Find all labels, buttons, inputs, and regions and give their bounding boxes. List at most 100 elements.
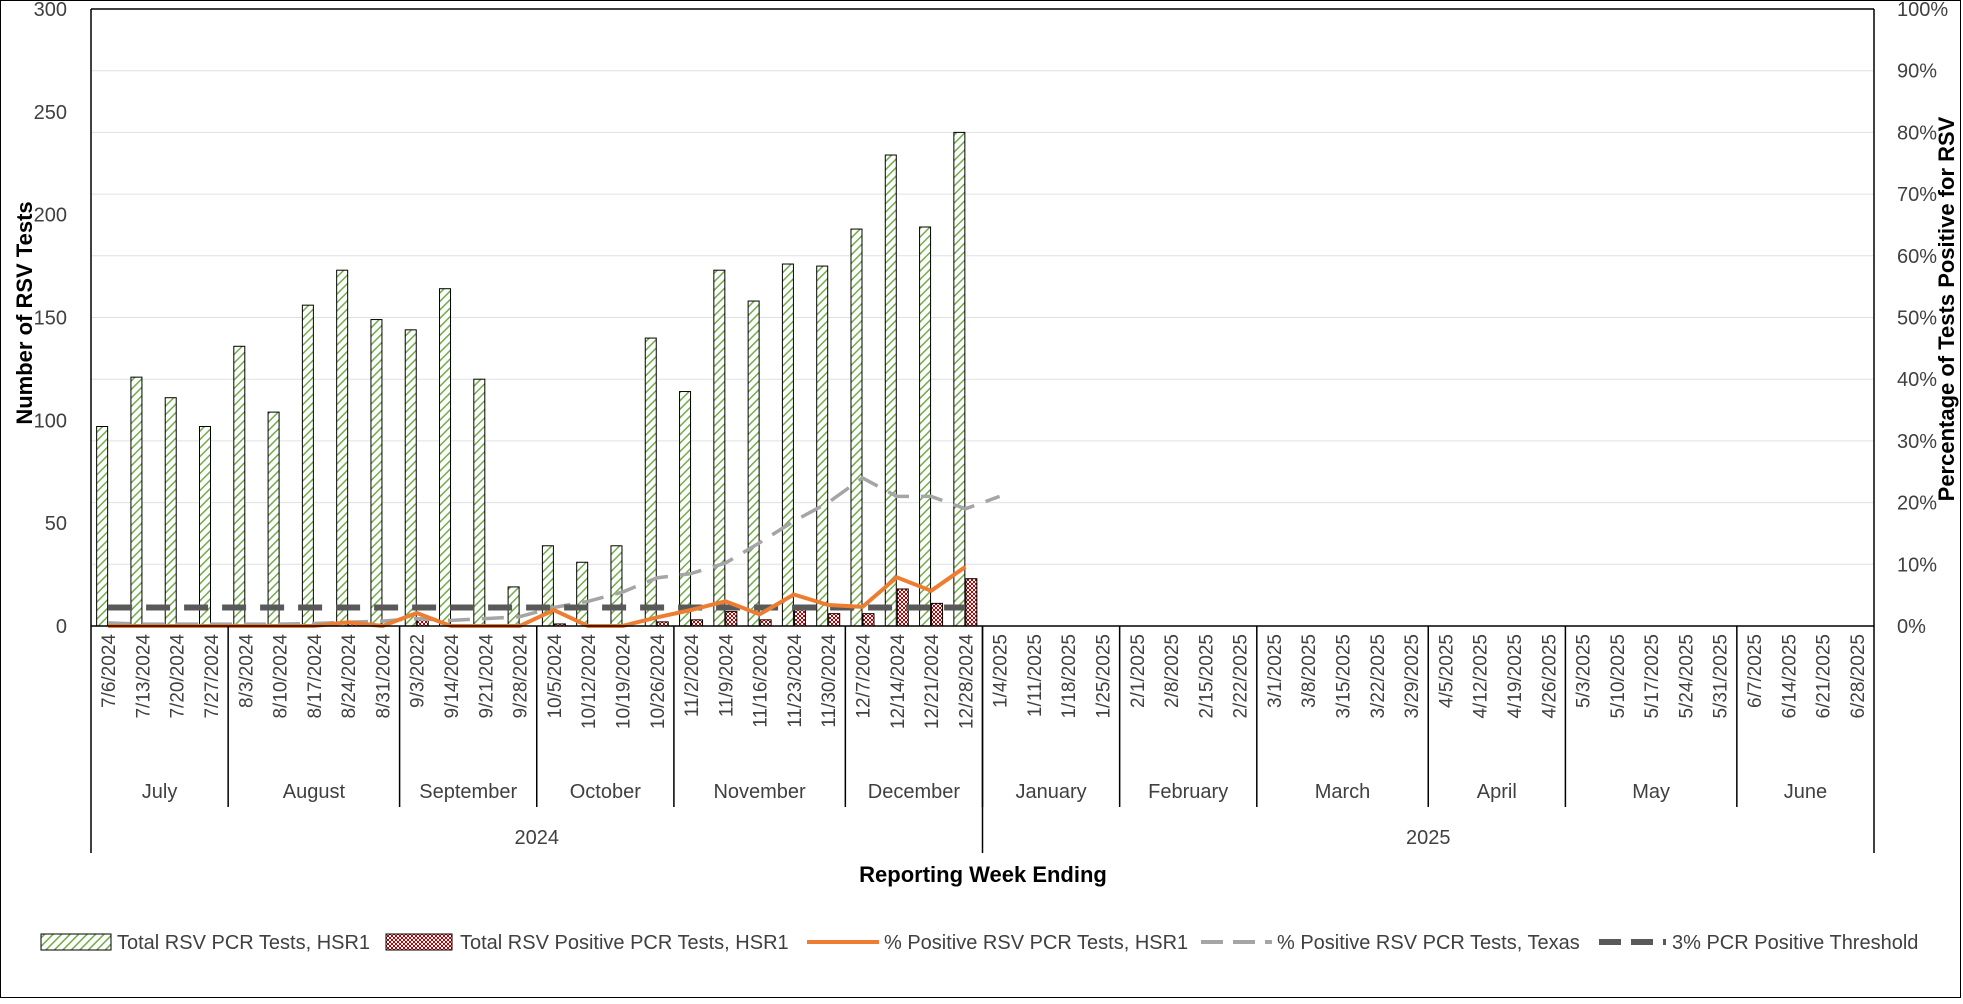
bar-positive-tests bbox=[759, 619, 772, 627]
bar-total-tests bbox=[781, 263, 794, 627]
month-label: October bbox=[570, 781, 641, 803]
bar-total-tests bbox=[301, 304, 314, 627]
week-labels: 7/6/2024 7/13/2024 7/20/2024 7/27/2024 8/3/2… bbox=[99, 634, 1869, 730]
legend-label-pct-hsr1: % Positive RSV PCR Tests, HSR1 bbox=[884, 932, 1188, 954]
week-label: 5/24/2025 bbox=[1676, 634, 1697, 719]
week-label: 10/26/2024 bbox=[648, 634, 669, 730]
week-label: 3/1/2025 bbox=[1265, 634, 1286, 708]
week-label: 4/26/2025 bbox=[1539, 634, 1560, 719]
bar-total-tests bbox=[576, 561, 589, 627]
week-label: 3/29/2025 bbox=[1402, 634, 1423, 719]
bar-total-tests bbox=[919, 226, 932, 627]
week-label: 2/22/2025 bbox=[1231, 634, 1252, 719]
left-tick-label: 100 bbox=[34, 410, 67, 432]
legend-swatch-positive-tests bbox=[385, 933, 453, 951]
bars bbox=[96, 131, 978, 627]
week-label: 12/14/2024 bbox=[888, 634, 909, 730]
week-label: 2/15/2025 bbox=[1196, 634, 1217, 719]
week-label: 10/19/2024 bbox=[614, 634, 635, 730]
week-label: 11/9/2024 bbox=[716, 634, 737, 718]
year-label: 2024 bbox=[515, 827, 560, 849]
bar-total-tests bbox=[953, 131, 966, 627]
left-tick-label: 300 bbox=[34, 1, 67, 21]
week-label: 9/21/2024 bbox=[476, 634, 497, 719]
right-tick-label: 70% bbox=[1897, 184, 1937, 206]
week-label: 1/25/2025 bbox=[1094, 634, 1115, 719]
week-label: 6/28/2025 bbox=[1848, 634, 1869, 719]
week-label: 5/10/2025 bbox=[1608, 634, 1629, 719]
legend-label-threshold: 3% PCR Positive Threshold bbox=[1672, 932, 1918, 954]
week-label: 1/11/2025 bbox=[1025, 634, 1046, 717]
week-label: 9/14/2024 bbox=[442, 634, 463, 719]
week-label: 9/28/2024 bbox=[511, 634, 532, 719]
bar-total-tests bbox=[884, 154, 897, 627]
left-tick-label: 250 bbox=[34, 102, 67, 124]
left-tick-label: 150 bbox=[34, 308, 67, 330]
week-label: 11/16/2024 bbox=[751, 634, 772, 728]
week-label: 12/28/2024 bbox=[956, 634, 977, 730]
bar-total-tests bbox=[610, 545, 623, 627]
year-label: 2025 bbox=[1406, 827, 1451, 849]
bar-total-tests bbox=[816, 265, 829, 627]
week-label: 3/8/2025 bbox=[1299, 634, 1320, 708]
bar-positive-tests bbox=[725, 611, 738, 627]
month-label: July bbox=[142, 781, 178, 803]
week-label: 7/13/2024 bbox=[133, 634, 154, 719]
bar-positive-tests bbox=[931, 602, 944, 627]
week-label: 7/20/2024 bbox=[168, 634, 189, 719]
week-label: 12/21/2024 bbox=[922, 634, 943, 730]
week-label: 10/5/2024 bbox=[545, 634, 566, 719]
week-label: 10/12/2024 bbox=[579, 634, 600, 730]
x-axis-title: Reporting Week Ending bbox=[859, 862, 1107, 887]
bar-total-tests bbox=[164, 397, 177, 627]
month-labels: July August September October November Decemb… bbox=[142, 781, 1827, 803]
month-label: January bbox=[1016, 781, 1087, 803]
bar-total-tests bbox=[644, 337, 657, 627]
bar-total-tests bbox=[199, 426, 212, 627]
week-label: 7/6/2024 bbox=[99, 634, 120, 708]
bar-total-tests bbox=[267, 411, 280, 627]
week-label: 11/30/2024 bbox=[819, 634, 840, 728]
bar-total-tests bbox=[679, 391, 692, 627]
week-label: 9/3/2022 bbox=[408, 634, 429, 708]
axes bbox=[90, 8, 1875, 853]
left-tick-label: 50 bbox=[45, 513, 67, 535]
right-tick-label: 10% bbox=[1897, 554, 1937, 576]
right-tick-label: 50% bbox=[1897, 308, 1937, 330]
bar-total-tests bbox=[233, 345, 246, 627]
month-label: June bbox=[1784, 781, 1827, 803]
month-label: April bbox=[1477, 781, 1517, 803]
week-label: 4/5/2025 bbox=[1436, 634, 1457, 708]
week-label: 3/22/2025 bbox=[1368, 634, 1389, 719]
left-tick-label: 200 bbox=[34, 205, 67, 227]
month-label: March bbox=[1315, 781, 1371, 803]
month-label: December bbox=[868, 781, 961, 803]
right-tick-label: 100% bbox=[1897, 1, 1948, 21]
week-label: 11/23/2024 bbox=[785, 634, 806, 728]
left-tick-label: 0 bbox=[56, 616, 67, 638]
week-label: 2/8/2025 bbox=[1162, 634, 1183, 708]
week-label: 8/24/2024 bbox=[339, 634, 360, 719]
week-label: 5/17/2025 bbox=[1642, 634, 1663, 719]
y-axis-title-left: Number of RSV Tests bbox=[12, 201, 37, 424]
bar-positive-tests bbox=[828, 613, 841, 627]
legend-label-positive-tests: Total RSV Positive PCR Tests, HSR1 bbox=[460, 932, 789, 954]
right-axis-ticks: 0% 10% 20% 30% 40% 50% 60% 70% 80% 90% 100% bbox=[1897, 0, 1948, 638]
week-label: 1/18/2025 bbox=[1059, 634, 1080, 719]
week-label: 4/12/2025 bbox=[1471, 634, 1492, 719]
bar-total-tests bbox=[439, 288, 452, 627]
month-label: August bbox=[283, 781, 346, 803]
week-label: 6/7/2025 bbox=[1745, 634, 1766, 708]
y-axis-title-right: Percentage of Tests Positive for RSV bbox=[1934, 116, 1959, 501]
legend-swatch-total-tests bbox=[40, 933, 112, 951]
bar-positive-tests bbox=[691, 619, 704, 627]
right-tick-label: 80% bbox=[1897, 122, 1937, 144]
week-label: 7/27/2024 bbox=[202, 634, 223, 719]
bar-total-tests bbox=[336, 269, 349, 627]
week-label: 8/17/2024 bbox=[305, 634, 326, 719]
week-label: 6/21/2025 bbox=[1814, 634, 1835, 719]
legend-label-pct-texas: % Positive RSV PCR Tests, Texas bbox=[1277, 932, 1580, 954]
week-label: 11/2/2024 bbox=[682, 634, 703, 718]
